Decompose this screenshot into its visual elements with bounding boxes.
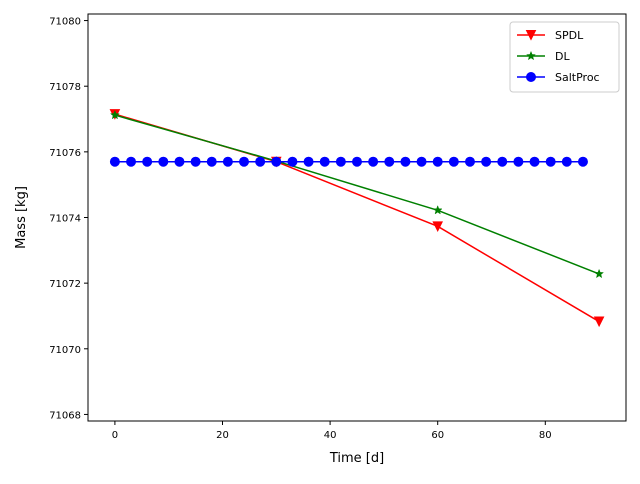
data-point — [303, 156, 314, 167]
legend-item: DL — [517, 50, 570, 63]
y-tick-label: 71076 — [49, 148, 81, 159]
data-point — [335, 156, 346, 167]
data-point — [287, 156, 298, 167]
data-point — [239, 156, 250, 167]
data-point — [529, 156, 540, 167]
data-point — [561, 156, 572, 167]
data-point — [594, 268, 605, 279]
data-point — [206, 156, 217, 167]
data-point — [384, 156, 395, 167]
data-point — [142, 156, 153, 167]
legend-item: SaltProc — [517, 71, 600, 84]
series-spdl — [109, 109, 605, 328]
y-axis: 71068 71070 71072 71074 71076 71078 71080 — [49, 17, 88, 421]
y-tick-label: 71072 — [49, 279, 81, 290]
data-point — [525, 30, 537, 41]
data-point — [432, 156, 443, 167]
data-point — [352, 156, 362, 167]
data-point — [126, 156, 137, 167]
y-tick-label: 71078 — [49, 82, 81, 93]
x-tick-label: 60 — [431, 430, 444, 441]
data-point — [190, 156, 201, 167]
series-line — [114, 114, 600, 275]
data-point — [109, 156, 120, 167]
data-point — [497, 156, 508, 167]
data-point — [448, 156, 459, 167]
legend-label: SPDL — [555, 29, 584, 42]
data-point — [368, 156, 379, 167]
data-point — [271, 156, 282, 167]
y-axis-label: Mass [kg] — [14, 186, 29, 249]
y-tick-label: 71074 — [49, 214, 81, 225]
x-tick-label: 40 — [324, 430, 337, 441]
data-point — [255, 156, 266, 167]
data-point — [416, 156, 427, 167]
data-point — [481, 156, 492, 167]
data-point — [526, 50, 536, 61]
legend: SPDL DL SaltProc — [509, 21, 620, 93]
data-point — [432, 221, 444, 232]
data-point — [432, 205, 443, 215]
data-point — [174, 156, 185, 167]
data-point — [526, 72, 536, 82]
data-point — [545, 156, 556, 167]
data-point — [158, 156, 169, 167]
data-point — [464, 156, 475, 167]
x-tick-label: 20 — [216, 430, 229, 441]
y-tick-label: 71070 — [49, 345, 81, 356]
data-point — [109, 109, 120, 120]
legend-item: SPDL — [517, 29, 584, 42]
legend-label: SaltProc — [555, 71, 600, 84]
x-axis-label: Time [d] — [329, 451, 384, 466]
y-tick-label: 71080 — [49, 17, 81, 28]
series-line — [114, 113, 600, 323]
series-saltproc — [109, 156, 588, 167]
y-tick-label: 71068 — [49, 410, 81, 421]
x-tick-label: 80 — [539, 430, 552, 441]
data-point — [222, 156, 233, 167]
x-axis: 0 20 40 60 80 — [112, 421, 552, 441]
data-point — [513, 156, 524, 167]
series-layer — [109, 109, 605, 328]
data-point — [577, 156, 588, 167]
data-point — [593, 316, 605, 328]
x-tick-label: 0 — [112, 430, 118, 441]
legend-label: DL — [555, 50, 570, 63]
data-point — [400, 156, 411, 167]
legend-box — [509, 21, 620, 93]
data-point — [319, 156, 330, 167]
